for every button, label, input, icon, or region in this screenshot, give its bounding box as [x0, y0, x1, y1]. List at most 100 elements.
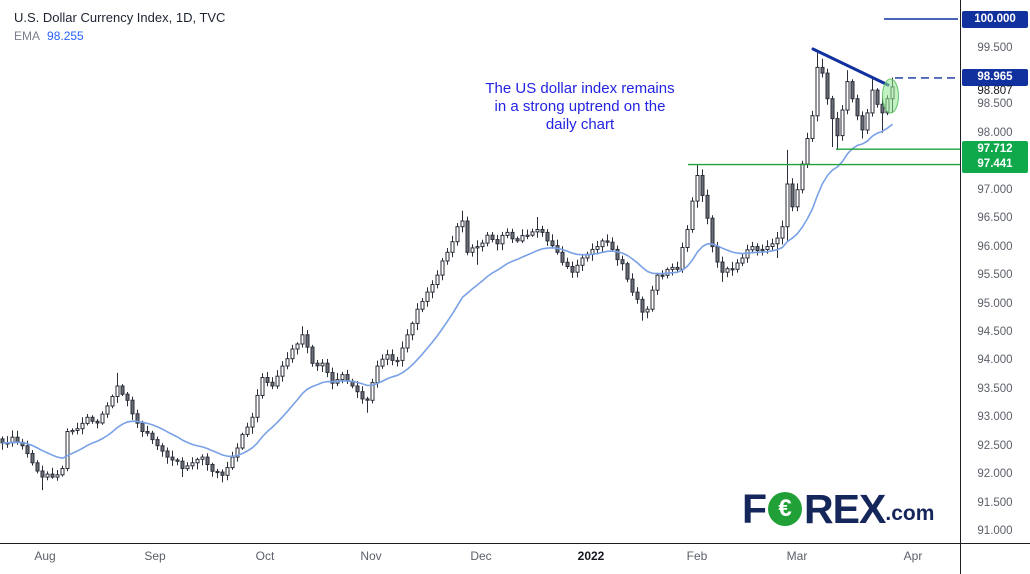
- candle: [645, 306, 650, 319]
- candle: [820, 58, 825, 78]
- candle: [315, 360, 320, 371]
- indicator-legend[interactable]: EMA 98.255: [14, 27, 225, 46]
- y-axis-label: 96.000: [977, 240, 1013, 253]
- candle: [530, 228, 535, 237]
- y-axis-label: 95.500: [977, 269, 1013, 282]
- candle: [95, 419, 100, 429]
- candle: [545, 229, 550, 246]
- x-axis-label: Sep: [144, 549, 166, 563]
- y-axis-label: 93.000: [977, 411, 1013, 424]
- candle: [485, 232, 490, 247]
- candle: [500, 231, 505, 251]
- x-axis-label: Oct: [255, 549, 275, 563]
- x-axis-label: Apr: [903, 549, 923, 563]
- annotation-line-1: The US dollar index remains: [485, 80, 675, 97]
- candle: [310, 344, 315, 367]
- candle: [260, 373, 265, 399]
- candle: [265, 372, 270, 387]
- chart-header: U.S. Dollar Currency Index, 1D, TVC EMA …: [14, 8, 225, 46]
- candle: [100, 411, 105, 425]
- candle: [860, 111, 865, 139]
- candle: [125, 392, 130, 407]
- candle: [615, 245, 620, 266]
- candle: [90, 415, 95, 424]
- y-axis-label: 94.500: [977, 325, 1013, 338]
- candle: [425, 287, 430, 307]
- candle: [55, 470, 60, 481]
- candle: [735, 259, 740, 273]
- descending-trendline[interactable]: [811, 47, 890, 87]
- annotation-line-3: daily chart: [545, 116, 615, 133]
- candle: [670, 263, 675, 276]
- highlight-ellipse[interactable]: [882, 78, 899, 114]
- indicator-name: EMA: [14, 29, 41, 43]
- candle: [385, 349, 390, 366]
- candle: [420, 298, 425, 313]
- ema-line[interactable]: [2, 123, 893, 459]
- logo-text-f: F: [742, 485, 767, 532]
- candle: [365, 396, 370, 413]
- candle: [505, 228, 510, 239]
- candle: [285, 352, 290, 370]
- candle: [395, 356, 400, 367]
- x-axis-label: Mar: [786, 549, 808, 563]
- candle: [855, 94, 860, 121]
- candle: [120, 384, 125, 396]
- candle: [110, 394, 115, 409]
- candle: [810, 110, 815, 142]
- candle: [380, 354, 385, 369]
- candle: [635, 287, 640, 304]
- candle: [415, 303, 420, 331]
- candle: [230, 451, 235, 470]
- candle: [160, 443, 165, 457]
- candle: [400, 341, 405, 367]
- candle: [710, 215, 715, 253]
- candle: [175, 458, 180, 466]
- candle: [10, 430, 15, 447]
- candle: [205, 453, 210, 471]
- candle: [130, 396, 135, 420]
- candle: [595, 240, 600, 255]
- candle: [455, 223, 460, 246]
- candle: [800, 160, 805, 194]
- candle: [360, 386, 365, 404]
- candle: [75, 422, 80, 435]
- candle: [495, 234, 500, 251]
- candle: [140, 420, 145, 437]
- y-axis-label: 98.500: [977, 98, 1013, 111]
- candle: [550, 234, 555, 248]
- candle: [570, 261, 575, 278]
- candle: [445, 248, 450, 265]
- candle: [470, 244, 475, 257]
- candle: [590, 243, 595, 261]
- candle: [355, 381, 360, 398]
- candle: [835, 111, 840, 150]
- candle: [580, 254, 585, 271]
- y-axis-label: 96.500: [977, 212, 1013, 225]
- candle: [740, 253, 745, 267]
- candle: [655, 272, 660, 295]
- candle: [460, 210, 465, 233]
- candle: [150, 430, 155, 444]
- candle: [435, 270, 440, 289]
- candle: [180, 457, 185, 477]
- candle: [250, 412, 255, 434]
- candle: [475, 240, 480, 265]
- candle: [755, 243, 760, 256]
- forex-com-logo: F € REX .com: [742, 485, 935, 532]
- candle: [335, 372, 340, 387]
- symbol-title: U.S. Dollar Currency Index, 1D, TVC: [14, 10, 226, 25]
- text-annotation[interactable]: The US dollar index remains in a strong …: [430, 80, 730, 134]
- candle: [815, 52, 820, 122]
- candle: [575, 259, 580, 278]
- logo-text-rex: REX: [804, 485, 886, 532]
- x-axis-label: Feb: [686, 549, 708, 563]
- candle: [565, 257, 570, 269]
- candle: [450, 235, 455, 258]
- logo-text-com: .com: [885, 502, 935, 525]
- candle: [225, 461, 230, 481]
- candle: [600, 238, 605, 252]
- candle: [35, 460, 40, 474]
- annotation-line-2: in a strong uptrend on the: [494, 98, 666, 115]
